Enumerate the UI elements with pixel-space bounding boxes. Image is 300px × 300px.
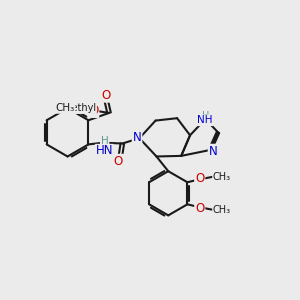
Text: O: O [114,155,123,168]
Text: O: O [89,104,98,117]
Text: CH₃: CH₃ [213,205,231,214]
Text: HN: HN [96,144,113,158]
Text: CH₃: CH₃ [56,103,75,113]
Text: NH: NH [197,115,212,125]
Text: H: H [101,136,109,146]
Text: N: N [133,130,141,143]
Text: O: O [195,202,204,215]
Text: methyl: methyl [62,103,96,113]
Text: H: H [202,110,209,121]
Text: CH₃: CH₃ [213,172,231,182]
Text: O: O [195,172,204,184]
Text: N: N [208,145,217,158]
Text: O: O [101,89,110,102]
